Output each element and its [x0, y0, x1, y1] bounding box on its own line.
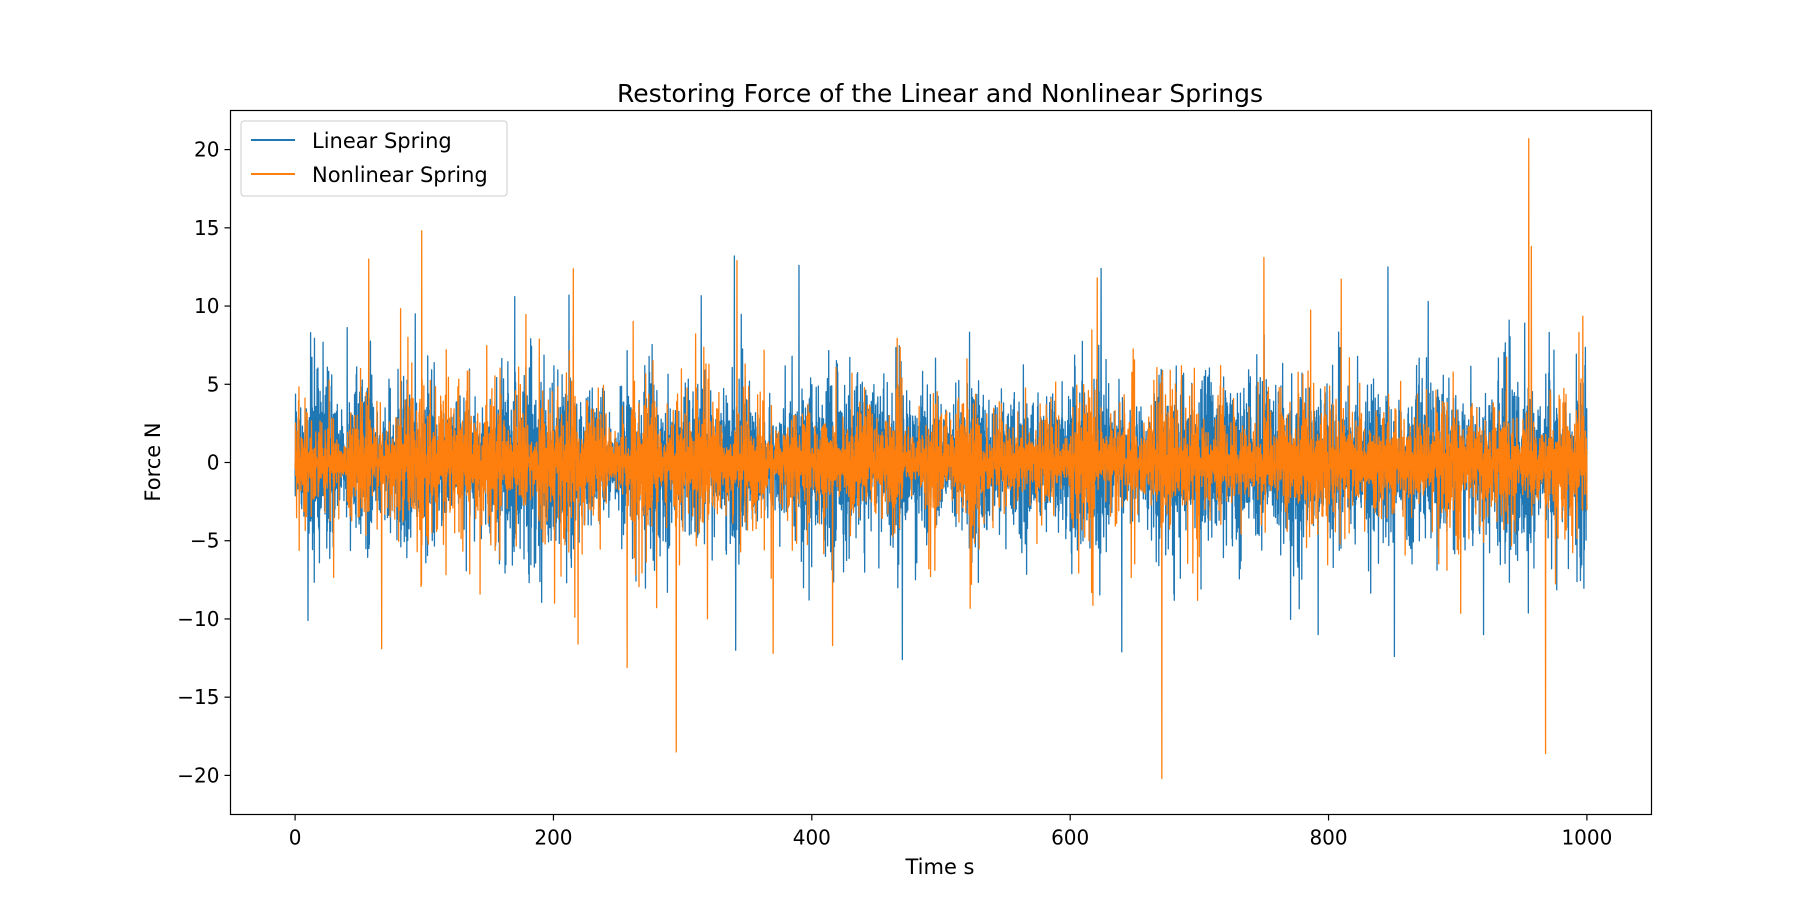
x-tick-label: 200: [534, 826, 572, 850]
chart-title: Restoring Force of the Linear and Nonlin…: [617, 79, 1263, 108]
y-tick-label: 15: [194, 216, 219, 240]
x-tick-label: 600: [1051, 826, 1089, 850]
y-tick-label: −20: [177, 763, 219, 787]
y-axis: −20 −15 −10 −5 0 5 10 15 20: [177, 138, 231, 787]
y-axis-label: Force N: [141, 422, 165, 501]
legend-label-nonlinear: Nonlinear Spring: [312, 163, 488, 187]
series-line-nonlinear-spring: [294, 138, 1588, 780]
legend-box: [240, 120, 508, 197]
y-tick-label: −5: [190, 529, 219, 553]
x-axis: 0 200 400 600 800 1000: [289, 814, 1612, 850]
legend: Linear Spring Nonlinear Spring: [240, 120, 508, 197]
y-tick-label: 10: [194, 294, 219, 318]
y-tick-label: 0: [207, 451, 220, 475]
y-tick-label: −15: [177, 685, 219, 709]
y-tick-label: 20: [194, 138, 219, 162]
x-tick-label: 0: [289, 826, 302, 850]
x-tick-label: 1000: [1561, 826, 1612, 850]
legend-label-linear: Linear Spring: [312, 129, 452, 153]
x-tick-label: 400: [793, 826, 831, 850]
y-tick-label: 5: [207, 372, 220, 396]
x-axis-label: Time s: [904, 855, 974, 879]
series-layer: [294, 138, 1588, 780]
x-tick-label: 800: [1309, 826, 1347, 850]
y-tick-label: −10: [177, 607, 219, 631]
